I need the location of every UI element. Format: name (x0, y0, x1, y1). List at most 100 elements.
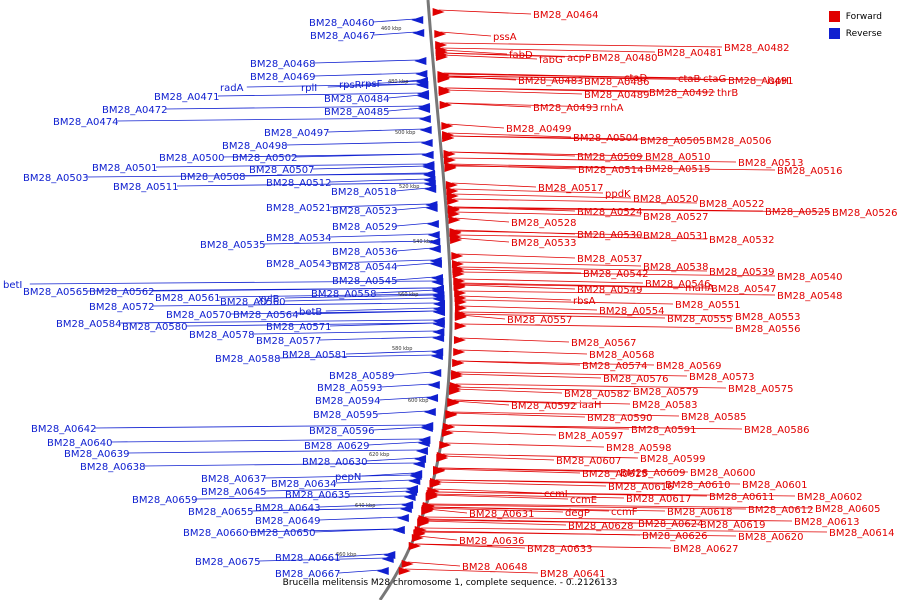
gene-arrow-reverse (422, 163, 435, 171)
gene-label-reverse: BM28_A0571 (266, 322, 332, 333)
gene-label-forward: BM28_A0600 (690, 468, 756, 479)
gene-arrow-forward (444, 164, 457, 172)
leader-line-reverse (313, 528, 397, 533)
gene-label-forward: BM28_A0526 (832, 208, 898, 219)
gene-arrow-reverse (383, 551, 396, 559)
gene-label-forward: BM28_A0514 (578, 165, 644, 176)
gene-label-forward: BM28_A0542 (583, 269, 649, 280)
leader-line-reverse (327, 83, 421, 88)
gene-label-reverse: BM28_A0588 (215, 354, 281, 365)
leader-line-reverse (338, 553, 388, 558)
scale-tick-label: 620 kbp (369, 452, 389, 458)
leader-line-forward (450, 165, 776, 171)
gene-arrow-reverse (417, 439, 430, 447)
gene-label-reverse: BM28_A0572 (89, 302, 155, 313)
leader-line-reverse (361, 472, 415, 477)
gene-arrow-reverse (428, 245, 441, 253)
gene-label-forward: BM28_A0517 (538, 183, 604, 194)
gene-label-forward: BM28_A0576 (603, 374, 669, 385)
gene-label-forward: BM28_A0611 (709, 492, 775, 503)
leader-line-reverse (395, 262, 434, 267)
gene-arrow-reverse (432, 320, 445, 328)
gene-label-forward: BM28_A0626 (642, 531, 708, 542)
leader-line-forward (443, 75, 766, 81)
gene-label-forward: BM28_A0489 (584, 90, 650, 101)
gene-label-reverse: BM28_A0649 (255, 516, 321, 527)
gene-arrow-forward (438, 86, 451, 94)
gene-label-forward: BM28_A0568 (589, 350, 655, 361)
gene-label-forward: BM28_A0530 (577, 230, 643, 241)
gene-label-forward: BM28_A0504 (573, 133, 639, 144)
gene-label-forward: BM28_A0516 (777, 166, 843, 177)
leader-line-forward (442, 455, 555, 461)
leader-line-forward (441, 47, 656, 53)
leader-line-forward (440, 31, 492, 37)
gene-label-forward: BM28_A0618 (667, 507, 733, 518)
leader-line-forward (451, 182, 537, 188)
leader-line-forward (460, 311, 734, 317)
gene-arrow-reverse (431, 348, 444, 356)
gene-label-forward: BM28_A0528 (511, 218, 577, 229)
leader-lines (29, 9, 831, 574)
leader-line-forward (441, 49, 508, 55)
leader-line-reverse (296, 310, 437, 315)
leader-line-reverse (329, 259, 434, 264)
gene-label-forward: iaaH (579, 400, 602, 411)
gene-label-reverse: BM28_A0503 (23, 173, 89, 184)
gene-arrow-forward (436, 454, 449, 462)
gene-label-forward: BM28_A0586 (744, 425, 810, 436)
gene-arrow-forward (398, 567, 411, 575)
gene-arrow-forward (450, 236, 463, 244)
leader-line-forward (423, 519, 699, 525)
gene-label-reverse: BM28_A0589 (329, 371, 395, 382)
gene-arrow-reverse (432, 292, 445, 300)
gene-label-forward: BM28_A0610 (665, 480, 731, 491)
gene-arrow-reverse (423, 170, 436, 178)
legend-item-reverse: Reverse (828, 25, 882, 42)
scale-tick-label: 560 kbp (398, 292, 418, 298)
gene-label-reverse: BM28_A0544 (332, 262, 398, 273)
leader-line-reverse (367, 441, 422, 446)
gene-label-reverse: BM28_A0518 (331, 187, 397, 198)
gene-arrow-reverse (418, 105, 431, 113)
leader-line-forward (404, 568, 539, 574)
legend: Forward Reverse (828, 8, 882, 42)
gene-label-forward: BM28_A0585 (681, 412, 747, 423)
gene-arrow-reverse (414, 57, 427, 65)
gene-label-reverse: BM28_A0469 (250, 72, 316, 83)
gene-arrow-forward (439, 441, 452, 449)
gene-label-reverse: BM28_A0640 (47, 438, 113, 449)
gene-label-reverse: BM28_A0565 (23, 287, 89, 298)
leader-line-forward (453, 198, 698, 204)
gene-label-reverse: BM28_A0536 (332, 247, 398, 258)
leader-line-forward (433, 488, 543, 494)
scale-ticks: 460 kbp 480 kbp 500 kbp 520 kbp 540 kbp 560 k… (336, 26, 433, 558)
leader-line-forward (447, 430, 557, 436)
gene-label-reverse: BM28_A0485 (324, 107, 390, 118)
gene-label-forward: BM28_A0492 (649, 88, 715, 99)
gene-label-forward: BM28_A0648 (462, 562, 528, 573)
gene-label-forward: BM28_A0636 (459, 536, 525, 547)
gene-arrow-reverse (415, 447, 428, 455)
map-caption: Brucella melitensis M28 chromosome 1, co… (282, 578, 618, 588)
leader-line-forward (431, 494, 569, 500)
leader-line-forward (414, 543, 526, 549)
leader-line-forward (444, 87, 716, 93)
gene-label-forward: BM28_A0620 (738, 532, 804, 543)
leader-line-forward (455, 388, 563, 394)
gene-label-reverse: BM28_A0564 (233, 310, 299, 321)
leader-line-reverse (246, 528, 397, 533)
leader-line-reverse (284, 294, 437, 299)
leader-line-forward (438, 9, 532, 15)
leader-line-reverse (325, 307, 437, 312)
gene-label-reverse: BM28_A0595 (313, 410, 379, 421)
gene-arrow-reverse (421, 151, 434, 159)
gene-label-forward: BM28_A0482 (724, 43, 790, 54)
leader-line-forward (460, 299, 674, 305)
leader-line-forward (431, 493, 625, 499)
gene-arrow-forward (435, 46, 448, 54)
gene-arrow-forward (453, 282, 466, 290)
gene-label-forward: BM28_A0553 (735, 312, 801, 323)
gene-label-forward: BM28_A0612 (748, 505, 814, 516)
gene-label-forward: BM28_A0582 (564, 389, 630, 400)
